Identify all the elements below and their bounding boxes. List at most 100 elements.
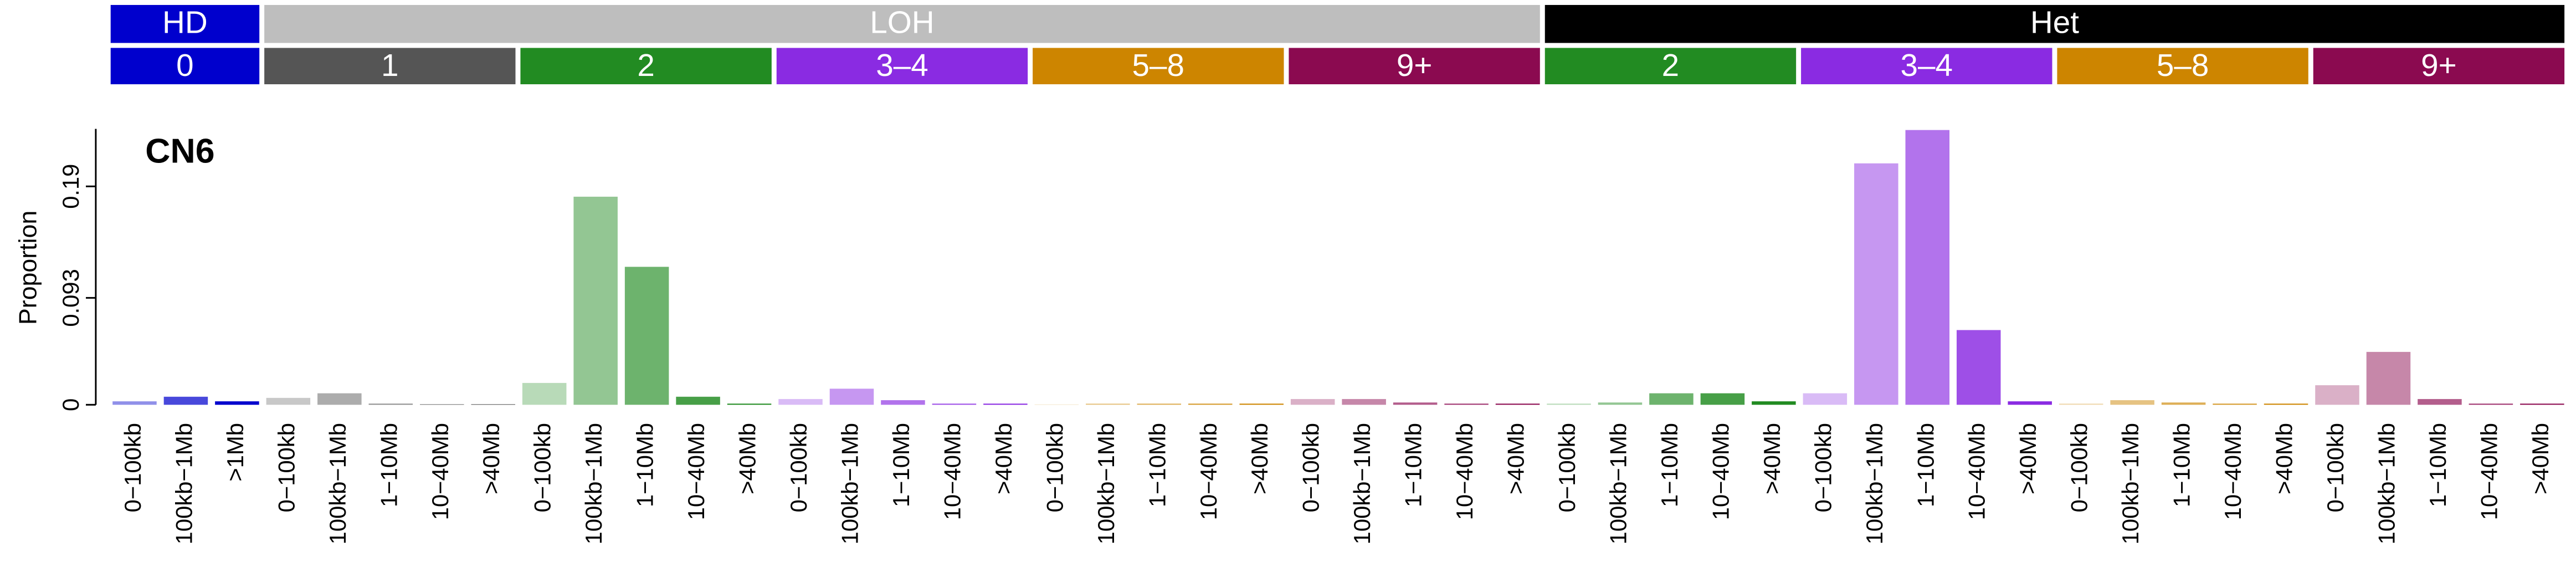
series-header [1289, 48, 1540, 85]
class-header [264, 4, 1540, 43]
class-header [110, 4, 260, 43]
y-tick-label: 0 [58, 399, 84, 411]
bar [2315, 385, 2359, 405]
bar [573, 196, 618, 405]
series-header-label: 9+ [2421, 48, 2457, 83]
bar [317, 393, 362, 405]
y-axis-label: Proportion [14, 211, 42, 325]
bar [2469, 404, 2513, 405]
bar [676, 396, 720, 405]
x-tick-label: 1−10Mb [888, 423, 914, 507]
series-header-label: 9+ [1397, 48, 1433, 83]
bar [2008, 401, 2052, 405]
series-header-label: 5–8 [2157, 48, 2209, 83]
series-header-label: 3–4 [1901, 48, 1953, 83]
x-tick-label: 10−40Mb [939, 423, 965, 520]
x-tick-label: 100kb−1Mb [581, 423, 607, 544]
series-header-label: 0 [176, 48, 194, 83]
x-tick-label: 0−100kb [273, 423, 299, 512]
bar [368, 404, 413, 405]
bar [1290, 399, 1335, 405]
x-tick-label: 100kb−1Mb [837, 423, 863, 544]
class-header-label: LOH [870, 6, 934, 40]
series-header [1801, 48, 2052, 85]
x-tick-label: >40Mb [2271, 423, 2297, 494]
x-tick-label: 0−100kb [786, 423, 812, 512]
x-tick-label: 0−100kb [120, 423, 146, 512]
bar [1547, 404, 1591, 405]
x-tick-label: 100kb−1Mb [1093, 423, 1119, 544]
y-tick-label: 0.19 [58, 164, 84, 209]
bar [2059, 404, 2103, 405]
x-tick-label: >40Mb [2015, 423, 2041, 494]
bar [1598, 402, 1643, 405]
x-tick-label: 100kb−1Mb [1349, 423, 1375, 544]
x-tick-label: 0−100kb [2322, 423, 2348, 512]
x-tick-label: 0−100kb [1041, 423, 1068, 512]
bar [1803, 393, 1848, 405]
series-header-label: 5–8 [1132, 48, 1184, 83]
series-header [520, 48, 772, 85]
x-tick-label: >40Mb [478, 423, 504, 494]
bar [2418, 399, 2462, 405]
bar [1700, 393, 1745, 405]
bar [1752, 401, 1796, 405]
x-tick-label: >40Mb [1503, 423, 1529, 494]
series-header [264, 48, 516, 85]
x-tick-label: 100kb−1Mb [2117, 423, 2143, 544]
y-tick-label: 0.093 [58, 269, 84, 326]
x-tick-label: >40Mb [1759, 423, 1785, 494]
x-tick-label: >40Mb [2527, 423, 2553, 494]
bar [163, 396, 208, 405]
x-tick-label: 100kb−1Mb [171, 423, 197, 544]
series-header [110, 48, 260, 85]
bar [1495, 404, 1540, 405]
x-tick-label: 1−10Mb [632, 423, 658, 507]
x-tick-label: >1Mb [222, 423, 248, 482]
class-header [1544, 4, 2565, 43]
bar [2213, 404, 2257, 405]
x-tick-label: 1−10Mb [1656, 423, 1682, 507]
x-tick-label: 0−100kb [1554, 423, 1580, 512]
x-tick-label: 10−40Mb [1707, 423, 1733, 520]
bar [471, 404, 515, 405]
chart-title: CN6 [145, 132, 214, 171]
x-tick-label: 0−100kb [1298, 423, 1324, 512]
bar [1956, 330, 2001, 405]
series-header-label: 2 [1662, 48, 1680, 83]
x-tick-label: 100kb−1Mb [1605, 423, 1631, 544]
x-tick-label: 1−10Mb [1144, 423, 1170, 507]
x-tick-label: 10−40Mb [1964, 423, 1990, 520]
series-header [776, 48, 1028, 85]
series-header [2057, 48, 2308, 85]
x-tick-label: 1−10Mb [376, 423, 402, 507]
bar [727, 404, 772, 405]
x-tick-label: 0−100kb [530, 423, 556, 512]
x-tick-label: 100kb−1Mb [2373, 423, 2399, 544]
series-header [1033, 48, 1284, 85]
bar [1393, 402, 1438, 405]
bar [266, 397, 311, 405]
series-header-label: 3–4 [876, 48, 928, 83]
bar [1854, 163, 1898, 405]
x-tick-label: 10−40Mb [1195, 423, 1222, 520]
x-tick-label: 10−40Mb [2476, 423, 2502, 520]
bar [112, 401, 157, 405]
bar [1444, 404, 1489, 405]
x-tick-label: 0−100kb [2066, 423, 2092, 512]
bar [1137, 404, 1182, 405]
bar [624, 267, 669, 405]
bar [1239, 404, 1284, 405]
x-tick-label: 10−40Mb [683, 423, 709, 520]
class-header-label: HD [162, 6, 208, 40]
x-tick-label: 1−10Mb [2425, 423, 2451, 507]
x-tick-label: 1−10Mb [1912, 423, 1938, 507]
x-tick-label: >40Mb [735, 423, 761, 494]
bar [522, 382, 567, 405]
x-tick-label: 100kb−1Mb [1861, 423, 1887, 544]
bar [215, 401, 259, 405]
bar [983, 404, 1028, 405]
bar [881, 400, 925, 405]
